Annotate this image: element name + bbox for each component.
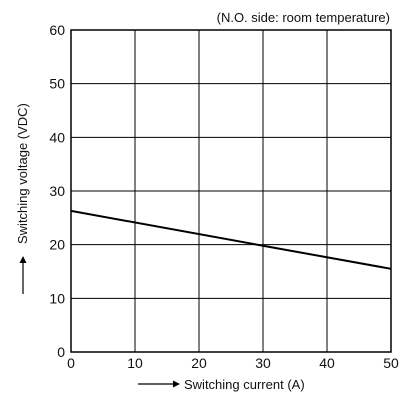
y-axis-arrow-head bbox=[19, 256, 27, 263]
x-tick-label: 0 bbox=[67, 355, 75, 371]
x-tick-label: 50 bbox=[383, 355, 399, 371]
series-line bbox=[70, 209, 392, 270]
y-tick-label: 0 bbox=[57, 344, 65, 360]
y-tick-label: 60 bbox=[49, 22, 65, 38]
y-tick-labels: 0 10 20 30 40 50 60 bbox=[49, 22, 65, 360]
series-group bbox=[70, 209, 392, 270]
y-axis-label: Switching voltage (VDC) bbox=[15, 103, 30, 244]
x-axis-label: Switching current (A) bbox=[184, 377, 305, 392]
y-tick-label: 50 bbox=[49, 76, 65, 92]
x-tick-label: 30 bbox=[255, 355, 271, 371]
x-tick-label: 20 bbox=[191, 355, 207, 371]
chart-annotation: (N.O. side: room temperature) bbox=[217, 10, 390, 25]
y-tick-label: 10 bbox=[49, 290, 65, 306]
grid-lines bbox=[71, 30, 391, 352]
x-tick-label: 10 bbox=[127, 355, 143, 371]
y-axis-title: Switching voltage (VDC) bbox=[15, 103, 30, 294]
y-tick-label: 30 bbox=[49, 183, 65, 199]
x-axis-title: Switching current (A) bbox=[138, 377, 305, 392]
x-tick-label: 40 bbox=[319, 355, 335, 371]
x-axis-arrow-head bbox=[173, 380, 180, 388]
y-tick-label: 20 bbox=[49, 237, 65, 253]
y-tick-label: 40 bbox=[49, 129, 65, 145]
x-tick-labels: 0 10 20 30 40 50 bbox=[67, 355, 399, 371]
plot-frame bbox=[70, 29, 392, 353]
